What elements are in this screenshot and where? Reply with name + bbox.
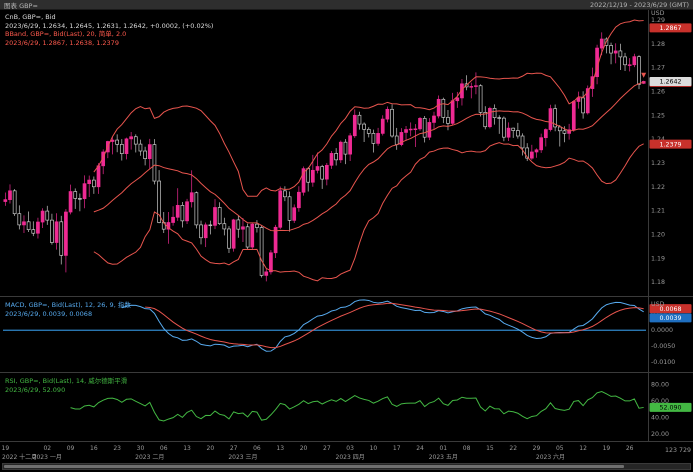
svg-text:1.2867: 1.2867 (659, 25, 681, 32)
svg-text:06: 06 (160, 445, 168, 452)
svg-text:1.27: 1.27 (651, 65, 665, 72)
svg-text:30: 30 (137, 445, 145, 452)
window-title: 图表 GBP= (4, 1, 38, 10)
svg-text:0.0068: 0.0068 (659, 306, 681, 313)
svg-text:27: 27 (323, 445, 331, 452)
macd-line (121, 299, 644, 352)
price-axis-ticks: 1.29 1.28 1.27 1.26 1.25 1.24 1.23 1.22 1.21 1.20… (651, 17, 665, 286)
svg-text:1.2642: 1.2642 (659, 79, 681, 86)
last-candle-marker (641, 72, 647, 78)
svg-text:01: 01 (439, 445, 447, 452)
svg-text:20: 20 (300, 445, 308, 452)
candlestick-series (3, 32, 646, 282)
horizontal-scrollbar[interactable] (2, 463, 691, 470)
svg-text:23: 23 (113, 445, 121, 452)
svg-text:06: 06 (253, 445, 261, 452)
svg-text:09: 09 (67, 445, 75, 452)
svg-text:22: 22 (509, 445, 517, 452)
svg-text:1.23: 1.23 (651, 160, 665, 167)
scrollbar-thumb[interactable] (4, 465, 624, 468)
svg-text:40.00: 40.00 (651, 414, 669, 421)
svg-text:1.18: 1.18 (651, 279, 665, 286)
svg-text:20.00: 20.00 (651, 431, 669, 438)
svg-text:16: 16 (90, 445, 98, 452)
svg-text:2023 三月: 2023 三月 (228, 454, 257, 461)
rsi-line (70, 391, 644, 422)
svg-text:27: 27 (230, 445, 238, 452)
svg-text:12: 12 (579, 445, 587, 452)
svg-text:1.2379: 1.2379 (659, 141, 681, 148)
svg-text:1.19: 1.19 (651, 255, 665, 262)
title-bar: 图表 GBP= 2022/12/19 - 2023/6/29 (GMT) (0, 0, 693, 10)
svg-text:29: 29 (533, 445, 541, 452)
svg-text:2022 十二月: 2022 十二月 (2, 453, 37, 461)
svg-text:52.090: 52.090 (659, 405, 681, 412)
svg-text:2023 一月: 2023 一月 (33, 454, 62, 461)
svg-text:1.24: 1.24 (651, 136, 665, 143)
svg-text:1.21: 1.21 (651, 208, 665, 215)
svg-text:1.28: 1.28 (651, 41, 665, 48)
macd-value-badge: 0.0039 (649, 313, 692, 323)
svg-text:19: 19 (603, 445, 611, 452)
bband-middle-line (93, 81, 644, 232)
svg-text:26: 26 (626, 445, 634, 452)
svg-text:02: 02 (43, 445, 51, 452)
svg-text:2023 六月: 2023 六月 (536, 453, 565, 461)
svg-text:10: 10 (370, 445, 378, 452)
rsi-value-badge: 52.090 (649, 402, 692, 412)
svg-text:08: 08 (463, 445, 471, 452)
svg-text:-0.0100: -0.0100 (651, 359, 675, 366)
svg-text:13: 13 (276, 445, 284, 452)
upper-band-badge: 1.2867 (649, 23, 692, 33)
macd-signal-badge: 0.0068 (649, 304, 692, 314)
svg-text:1.20: 1.20 (651, 231, 665, 238)
svg-text:19: 19 (2, 445, 10, 452)
macd-signal-line (145, 302, 644, 349)
date-range-label: 2022/12/19 - 2023/6/29 (GMT) (589, 0, 689, 9)
svg-text:1.25: 1.25 (651, 112, 665, 119)
chart-canvas[interactable]: 1.29 1.28 1.27 1.26 1.25 1.24 1.23 1.22 1.21 1.20… (0, 10, 693, 462)
svg-text:17: 17 (393, 445, 401, 452)
svg-text:1.26: 1.26 (651, 88, 665, 95)
svg-text:0.0000: 0.0000 (651, 327, 673, 334)
rsi-axis-ticks: 80.00 60.00 40.00 20.00 (651, 381, 669, 438)
svg-text:2023 四月: 2023 四月 (336, 454, 365, 461)
chart-area[interactable]: 1.29 1.28 1.27 1.26 1.25 1.24 1.23 1.22 1.21 1.20… (0, 10, 693, 462)
svg-text:1.22: 1.22 (651, 184, 665, 191)
svg-text:1.29: 1.29 (651, 17, 665, 24)
svg-text:15: 15 (486, 445, 494, 452)
svg-text:03: 03 (346, 445, 354, 452)
svg-text:60.00: 60.00 (651, 398, 669, 405)
bband-lower-line (93, 142, 644, 282)
svg-text:2023 二月: 2023 二月 (135, 454, 164, 461)
last-price-badge: 1.2642 (649, 76, 692, 86)
svg-text:05: 05 (556, 445, 564, 452)
svg-text:2023 五月: 2023 五月 (429, 454, 458, 461)
svg-text:80.00: 80.00 (651, 381, 669, 388)
svg-text:20: 20 (207, 445, 215, 452)
svg-text:13: 13 (183, 445, 191, 452)
svg-text:0.0039: 0.0039 (659, 315, 681, 322)
svg-text:-0.0050: -0.0050 (651, 343, 675, 350)
svg-text:24: 24 (416, 445, 424, 452)
lower-band-badge: 1.2379 (649, 139, 692, 149)
bband-upper-line (93, 19, 644, 197)
bottom-right-label: 123 729 (664, 447, 691, 454)
